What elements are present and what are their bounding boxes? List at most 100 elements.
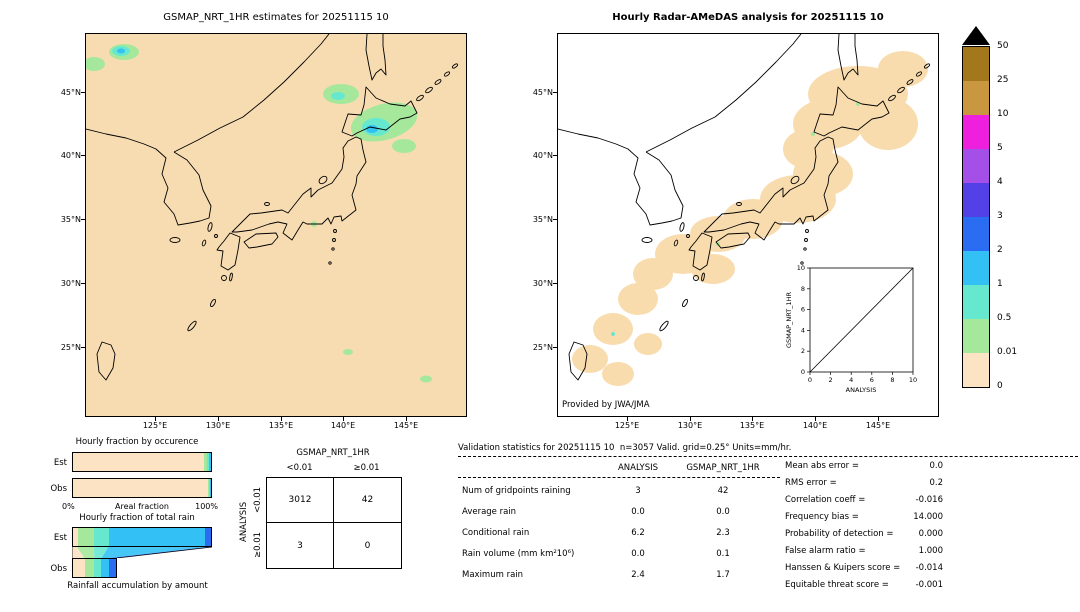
colorbar-segment	[963, 217, 989, 251]
bar-segment	[73, 453, 205, 471]
occurrence-x-min: 0%	[62, 502, 75, 511]
inset-y-tick: 0	[801, 368, 805, 376]
colorbar-label: 50	[997, 41, 1009, 51]
lat-tick-label: 35°N	[532, 215, 553, 224]
lon-tick-label: 145°E	[865, 421, 891, 430]
stats-title: Validation statistics for 20251115 10 n=…	[458, 443, 792, 453]
inset-ylabel: GSMAP_NRT_1HR	[785, 291, 793, 348]
metric-label: Equitable threat score =	[785, 580, 889, 590]
metric-value: 0.0	[929, 461, 943, 471]
stats-row-label: Num of gridpoints raining	[462, 486, 571, 496]
metric-value: 1.000	[918, 546, 943, 556]
axis-tick	[815, 417, 816, 421]
stats-row-label: Average rain	[462, 507, 517, 517]
left-map-canvas	[86, 34, 459, 383]
stats-value-analysis: 6.2	[631, 528, 645, 538]
contingency-header: GSMAP_NRT_1HR	[296, 448, 370, 458]
bar-segment	[206, 453, 210, 471]
colorbar-segment	[963, 47, 989, 81]
inset-x-tick: 0	[808, 376, 812, 384]
stats-col-header: GSMAP_NRT_1HR	[686, 463, 760, 473]
bar-segment	[77, 528, 95, 546]
colorbar-label: 0	[997, 381, 1003, 391]
row-label-obs: Obs	[50, 564, 67, 574]
stats-value-gsmap: 0.1	[716, 549, 730, 559]
lat-tick-label: 45°N	[60, 88, 81, 97]
right-map-canvas: 0 2 4 6 8 10 0 2 4 6 8 10 ANALYSIS GSMAP…	[558, 34, 931, 394]
contingency-cell: 3	[267, 523, 334, 568]
lat-tick-label: 25°N	[60, 343, 81, 352]
axis-tick	[406, 417, 407, 421]
metric-label: Correlation coeff =	[785, 495, 866, 505]
divider	[458, 456, 1078, 457]
left-map	[85, 33, 467, 417]
inset-xlabel: ANALYSIS	[846, 386, 877, 394]
stats-value-analysis: 2.4	[631, 570, 645, 580]
contingency-row-label: <0.01	[253, 486, 263, 513]
stats-value-analysis: 3	[635, 486, 641, 496]
metric-label: Frequency bias =	[785, 512, 859, 522]
metric-line: Equitable threat score = -0.001	[785, 580, 943, 590]
colorbar-label: 4	[997, 177, 1003, 187]
inset-x-tick: 4	[849, 376, 853, 384]
bar-segment	[94, 528, 109, 546]
contingency-col-label: <0.01	[286, 463, 313, 473]
metric-label: RMS error =	[785, 478, 837, 488]
contingency-row-label: ≥0.01	[253, 531, 263, 558]
row-label-est: Est	[53, 458, 67, 468]
occurrence-x-max: 100%	[195, 502, 218, 511]
inset-y-tick: 6	[801, 306, 805, 314]
bar-segment	[208, 479, 211, 497]
lat-tick-label: 45°N	[532, 88, 553, 97]
stats-col-header: ANALYSIS	[617, 463, 659, 473]
metric-line: Correlation coeff = -0.016	[785, 495, 943, 505]
metric-line: Mean abs error = 0.0	[785, 461, 943, 471]
bar-segment	[85, 559, 95, 577]
stats-value-gsmap: 1.7	[716, 570, 730, 580]
inset-x-tick: 8	[890, 376, 894, 384]
stats-value-analysis: 0.0	[631, 507, 645, 517]
bar-segment	[210, 479, 211, 497]
colorbar-segment	[963, 149, 989, 183]
colorbar-label: 2	[997, 245, 1003, 255]
lat-tick-label: 40°N	[60, 151, 81, 160]
lat-tick-label: 40°N	[532, 151, 553, 160]
credit-text: Provided by JWA/JMA	[562, 400, 650, 410]
funnel-connector	[72, 547, 212, 558]
bar-segment	[73, 479, 208, 497]
metric-value: 0.2	[929, 478, 943, 488]
metric-value: 0.000	[918, 529, 943, 539]
colorbar-label: 5	[997, 143, 1003, 153]
axis-tick	[553, 219, 557, 220]
row-label-est: Est	[53, 533, 67, 543]
inset-y-tick: 2	[801, 347, 805, 355]
right-map: 0 2 4 6 8 10 0 2 4 6 8 10 ANALYSIS GSMAP…	[557, 33, 939, 417]
row-label-obs: Obs	[50, 484, 67, 494]
metric-label: Hanssen & Kuipers score =	[785, 563, 901, 573]
metric-value: -0.001	[915, 580, 943, 590]
inset-x-tick: 6	[870, 376, 874, 384]
total-rain-bar-est	[72, 527, 212, 547]
scatter-inset: 0 2 4 6 8 10 0 2 4 6 8 10 ANALYSIS GSMAP…	[785, 264, 917, 394]
stats-value-gsmap: 0.0	[716, 507, 730, 517]
metric-value: -0.016	[915, 495, 943, 505]
bar-segment	[108, 528, 206, 546]
total-rain-chart-title: Hourly fraction of total rain	[79, 513, 195, 523]
inset-y-tick: 10	[797, 264, 805, 272]
axis-tick	[218, 417, 219, 421]
axis-tick	[553, 92, 557, 93]
axis-tick	[690, 417, 691, 421]
inset-x-tick: 2	[829, 376, 833, 384]
contingency-cell: 42	[334, 478, 401, 523]
coastline	[86, 34, 459, 381]
colorbar-label: 0.5	[997, 313, 1012, 323]
metric-label: Mean abs error =	[785, 461, 859, 471]
lon-tick-label: 130°E	[677, 421, 703, 430]
stats-row-label: Conditional rain	[462, 528, 530, 538]
contingency-table: 3012 42 3 0	[266, 477, 402, 569]
colorbar-label: 1	[997, 279, 1003, 289]
contingency-cell: 0	[364, 540, 371, 551]
lon-tick-label: 125°E	[614, 421, 640, 430]
colorbar-label: 10	[997, 109, 1009, 119]
